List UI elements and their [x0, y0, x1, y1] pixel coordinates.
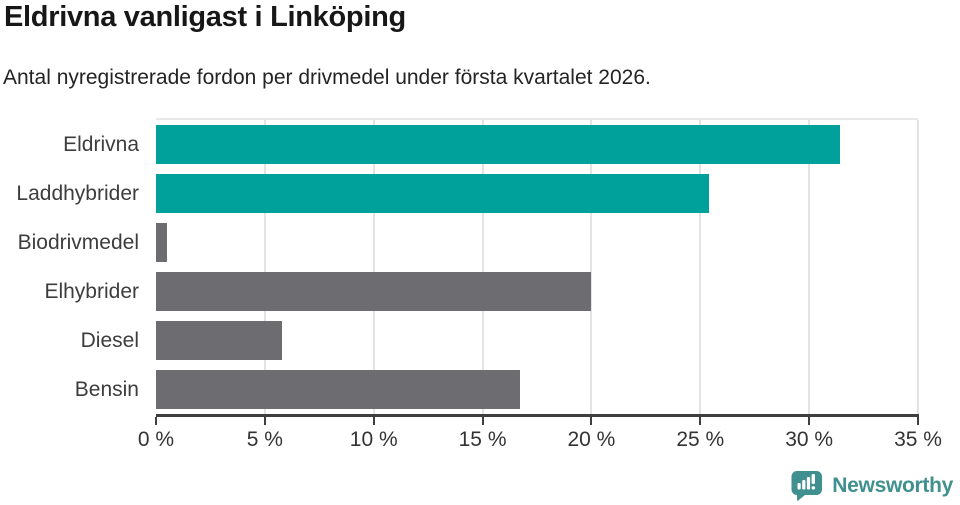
chart-row-elhybrider: Elhybrider	[44, 267, 918, 316]
newsworthy-logo-text: Newsworthy	[832, 474, 953, 497]
gridline-10	[372, 120, 375, 414]
bar-elhybrider	[156, 272, 592, 311]
chart-row-biodrivmedel: Biodrivmedel	[18, 218, 918, 267]
bar-bensin	[156, 370, 520, 409]
logo-bar-short	[797, 483, 801, 490]
category-label-laddhybrider: Laddhybrider	[16, 182, 139, 205]
gridline-15	[481, 120, 484, 414]
x-tick-label-20: 20 %	[567, 428, 616, 451]
x-tick-15	[481, 417, 484, 425]
x-tick-label-15: 15 %	[458, 428, 507, 451]
bar-laddhybrider	[156, 174, 709, 213]
category-label-bensin: Bensin	[74, 378, 139, 401]
category-label-biodrivmedel: Biodrivmedel	[17, 231, 139, 254]
category-label-diesel: Diesel	[80, 329, 139, 352]
x-tick-5	[263, 417, 266, 425]
logo-bar-tall	[807, 477, 811, 490]
gridline-25	[699, 120, 702, 414]
chart-row-eldrivna: Eldrivna	[63, 120, 918, 169]
x-tick-35	[917, 417, 919, 425]
logo-bar-medium	[802, 480, 806, 490]
x-tick-25	[699, 417, 702, 425]
gridline-30	[808, 120, 811, 414]
x-tick-label-30: 30 %	[785, 428, 834, 451]
x-tick-label-0: 0 %	[137, 428, 175, 451]
logo-exclamation-dot	[811, 486, 816, 490]
bar-diesel	[156, 321, 283, 360]
x-tick-label-5: 5 %	[246, 428, 283, 451]
category-label-elhybrider: Elhybrider	[44, 280, 139, 303]
chart-subtitle: Antal nyregistrerade fordon per drivmede…	[3, 66, 651, 89]
x-tick-label-35: 35 %	[894, 428, 942, 451]
bar-biodrivmedel	[156, 223, 167, 262]
x-axis-line	[156, 414, 919, 417]
gridline-20	[590, 120, 593, 414]
chart-row-diesel: Diesel	[81, 316, 918, 365]
x-tick-0	[155, 417, 157, 425]
x-tick-30	[808, 417, 811, 425]
category-label-eldrivna: Eldrivna	[63, 133, 139, 156]
newsworthy-logo-icon	[791, 471, 823, 502]
chart-row-laddhybrider: Laddhybrider	[16, 169, 918, 218]
gridline-5	[263, 120, 266, 414]
x-tick-label-10: 10 %	[349, 428, 398, 451]
logo-exclamation-stem	[811, 474, 816, 484]
x-tick-10	[372, 417, 375, 425]
x-tick-20	[590, 417, 593, 425]
plot-area: Eldrivna Laddhybrider Biodrivmedel Elhybrid…	[16, 118, 942, 451]
bar-eldrivna	[156, 125, 840, 164]
chart-row-bensin: Bensin	[75, 365, 918, 414]
chart-title: Eldrivna vanligast i Linköping	[4, 1, 406, 33]
newsworthy-branding: Newsworthy	[790, 470, 953, 502]
x-tick-label-25: 25 %	[676, 428, 725, 451]
gridline-35	[917, 120, 919, 414]
